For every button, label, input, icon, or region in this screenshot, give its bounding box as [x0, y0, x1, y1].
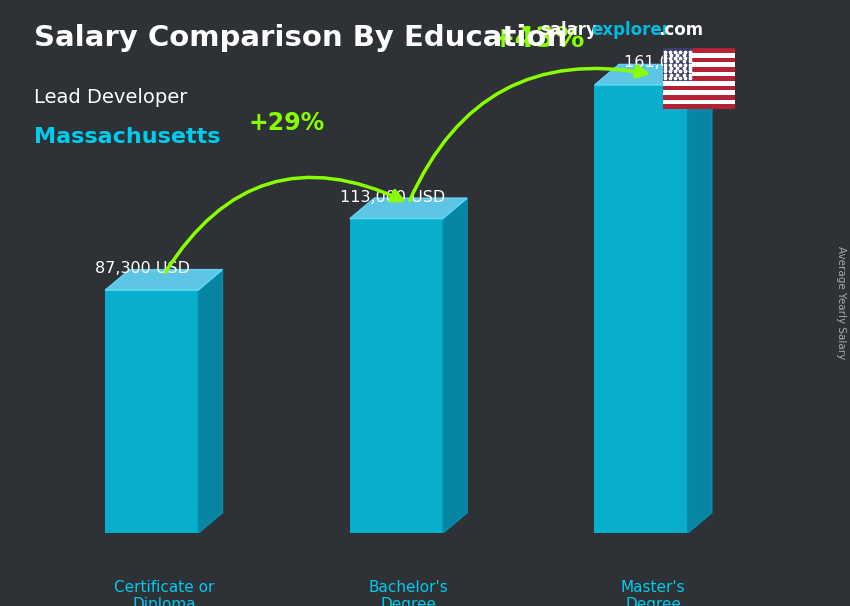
- Bar: [663, 48, 735, 53]
- Bar: [663, 58, 735, 62]
- FancyArrowPatch shape: [410, 66, 647, 201]
- Text: .com: .com: [659, 21, 704, 39]
- Bar: [663, 53, 735, 58]
- Text: Average Yearly Salary: Average Yearly Salary: [836, 247, 846, 359]
- Bar: [663, 90, 735, 95]
- Bar: [663, 86, 735, 90]
- Bar: [663, 67, 735, 72]
- Bar: [663, 100, 735, 104]
- Bar: [663, 104, 735, 109]
- Text: Bachelor's
Degree: Bachelor's Degree: [369, 579, 449, 606]
- Text: explorer: explorer: [591, 21, 670, 39]
- Bar: [663, 95, 735, 100]
- Text: Master's
Degree: Master's Degree: [620, 579, 685, 606]
- Bar: [663, 72, 735, 76]
- Text: Lead Developer: Lead Developer: [34, 88, 187, 107]
- Bar: [350, 219, 443, 533]
- Text: +43%: +43%: [491, 25, 586, 53]
- Bar: [105, 290, 198, 533]
- Polygon shape: [105, 270, 223, 290]
- Bar: [663, 81, 735, 86]
- Polygon shape: [688, 64, 712, 533]
- Text: 113,000 USD: 113,000 USD: [340, 190, 445, 205]
- Text: salary: salary: [540, 21, 597, 39]
- Text: 87,300 USD: 87,300 USD: [95, 261, 190, 276]
- Bar: [663, 48, 692, 81]
- Bar: [594, 85, 688, 533]
- Text: Massachusetts: Massachusetts: [34, 127, 220, 147]
- Text: Salary Comparison By Education: Salary Comparison By Education: [34, 24, 567, 52]
- Polygon shape: [594, 64, 712, 85]
- Polygon shape: [350, 198, 468, 219]
- FancyArrowPatch shape: [165, 178, 403, 273]
- Bar: [663, 76, 735, 81]
- Text: Certificate or
Diploma: Certificate or Diploma: [114, 579, 214, 606]
- Bar: [663, 62, 735, 67]
- Polygon shape: [198, 270, 223, 533]
- Polygon shape: [443, 198, 468, 533]
- Text: 161,000 USD: 161,000 USD: [624, 55, 729, 70]
- Text: +29%: +29%: [248, 112, 325, 135]
